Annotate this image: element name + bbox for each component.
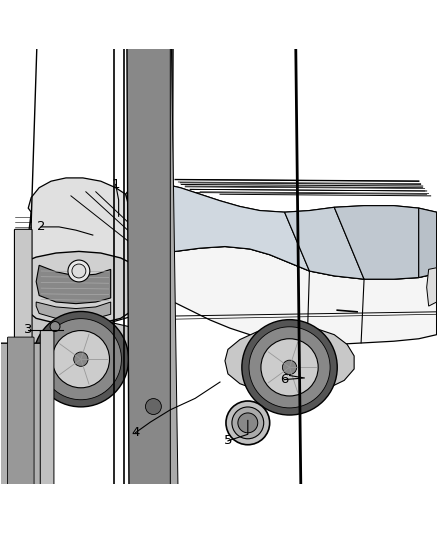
Polygon shape (23, 298, 142, 378)
Circle shape (145, 399, 161, 415)
Polygon shape (419, 208, 437, 278)
Polygon shape (26, 252, 131, 325)
Polygon shape (129, 182, 309, 271)
Polygon shape (427, 268, 437, 306)
Polygon shape (162, 265, 172, 273)
Text: 4: 4 (131, 426, 140, 439)
Polygon shape (21, 212, 437, 344)
Circle shape (40, 319, 121, 400)
Circle shape (249, 327, 330, 408)
FancyBboxPatch shape (7, 337, 34, 533)
Circle shape (232, 407, 264, 439)
Circle shape (283, 360, 297, 375)
Circle shape (52, 330, 110, 388)
Text: 1: 1 (111, 178, 120, 191)
Circle shape (242, 320, 337, 415)
Polygon shape (28, 178, 155, 278)
Text: 3: 3 (24, 324, 32, 336)
Circle shape (261, 339, 318, 396)
Polygon shape (225, 327, 354, 393)
Polygon shape (36, 302, 111, 320)
Circle shape (68, 260, 90, 282)
Polygon shape (127, 0, 173, 533)
Circle shape (72, 264, 86, 278)
Polygon shape (126, 182, 437, 279)
FancyBboxPatch shape (0, 343, 46, 533)
Circle shape (226, 401, 270, 445)
Polygon shape (334, 206, 419, 279)
Text: 6: 6 (280, 373, 289, 386)
FancyBboxPatch shape (14, 229, 32, 533)
Polygon shape (36, 265, 111, 304)
Circle shape (33, 311, 129, 407)
Circle shape (50, 321, 60, 332)
Polygon shape (170, 0, 183, 533)
Circle shape (74, 352, 88, 366)
Text: 5: 5 (224, 434, 232, 447)
FancyBboxPatch shape (40, 330, 54, 533)
Circle shape (238, 413, 258, 433)
Text: 2: 2 (37, 221, 46, 233)
Polygon shape (285, 207, 364, 279)
